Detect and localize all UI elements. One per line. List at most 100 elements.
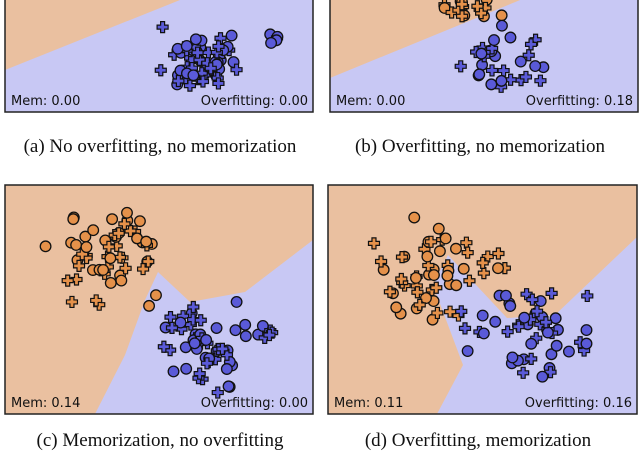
circle-point [200, 333, 213, 346]
circle-point [461, 345, 474, 357]
cross-point [212, 77, 225, 90]
overfitting-label: Overfitting: 0.18 [526, 94, 633, 109]
circle-point [504, 31, 517, 44]
cross-point [512, 320, 525, 333]
circle-point [580, 337, 593, 350]
circle-point [420, 292, 432, 305]
cross-point [519, 70, 533, 84]
cross-point [165, 321, 179, 335]
overfitting-label: Overfitting: 0.16 [525, 396, 632, 411]
cross-point [395, 272, 408, 286]
cross-point [367, 237, 381, 250]
panel-frame [4, 184, 314, 415]
circle-point [180, 40, 193, 52]
cross-point [517, 366, 530, 379]
circle-point [488, 34, 500, 47]
cross-point [72, 259, 86, 273]
mem-label: Mem: 0.00 [11, 94, 80, 109]
circle-point [150, 289, 162, 302]
cross-point [194, 314, 207, 327]
panel-b: Mem: 0.00 Overfitting: 0.18 [329, 0, 639, 113]
circle-point [504, 300, 517, 312]
cross-point [187, 300, 200, 314]
cross-point [157, 340, 170, 353]
circle-point [495, 74, 508, 87]
circle-point [239, 318, 252, 331]
cross-point [383, 285, 397, 298]
cross-point [455, 10, 469, 23]
cross-point [455, 305, 468, 318]
cross-point [534, 74, 547, 87]
circle-point [562, 345, 575, 358]
cross-point [430, 281, 443, 294]
circle-point [549, 312, 562, 325]
cross-point [461, 246, 474, 259]
cross-point [136, 262, 150, 276]
circle-point [473, 68, 486, 81]
caption-a: (a) No overfitting, no memorization [23, 136, 297, 157]
circle-point [174, 316, 187, 329]
panel-frame [327, 184, 638, 415]
mem-label: Mem: 0.11 [334, 396, 403, 411]
circle-point [432, 222, 445, 235]
cross-point [183, 79, 197, 92]
cross-point [156, 21, 169, 34]
circle-point [410, 271, 422, 284]
cross-point [172, 74, 185, 88]
cross-point [545, 287, 558, 300]
cross-point [581, 289, 594, 303]
circle-point [421, 250, 434, 263]
cross-point [193, 367, 206, 380]
cross-point [526, 293, 539, 306]
mem-label: Mem: 0.00 [336, 94, 405, 109]
circle-point [230, 295, 243, 308]
cross-point [481, 250, 494, 263]
circle-point [121, 206, 133, 219]
cross-point [230, 63, 243, 76]
cross-point [90, 294, 103, 307]
cross-point [539, 316, 553, 329]
circle-point [408, 211, 421, 224]
cross-point [525, 352, 538, 365]
blue-region [95, 240, 313, 414]
circle-point [476, 309, 489, 322]
cross-point [204, 62, 217, 75]
cross-point [463, 274, 476, 287]
circle-point [541, 326, 554, 339]
circle-point [104, 252, 117, 265]
circle-point [225, 29, 238, 42]
cross-point [191, 46, 204, 59]
cross-point [443, 305, 457, 318]
overfitting-label: Overfitting: 0.00 [201, 94, 308, 109]
cross-point [530, 305, 544, 318]
cross-point [200, 357, 214, 370]
cross-point [70, 273, 83, 286]
panel-d: Mem: 0.11 Overfitting: 0.16 [327, 184, 638, 415]
caption-c: (c) Memorization, no overfitting [36, 430, 284, 451]
circle-point [229, 324, 242, 337]
circle-point [439, 232, 452, 245]
circle-point [167, 365, 180, 378]
cross-point [65, 295, 79, 309]
cross-point [529, 33, 542, 46]
cross-point [485, 64, 499, 77]
circle-point [180, 362, 193, 375]
circle-point [188, 337, 201, 350]
cross-point [263, 328, 276, 342]
cross-point [424, 235, 438, 248]
circle-point [427, 269, 440, 281]
cross-point [119, 262, 132, 275]
cross-point [524, 38, 538, 51]
cross-point [454, 60, 467, 73]
circle-point [477, 327, 490, 340]
circle-point [506, 351, 519, 364]
cross-point [431, 306, 444, 320]
panel-frame [4, 0, 314, 113]
circle-point [536, 370, 549, 383]
circle-point [189, 33, 202, 46]
circle-point [433, 245, 446, 258]
panel-a: Mem: 0.00 Overfitting: 0.00 [4, 0, 314, 113]
circle-point [580, 324, 593, 337]
panel-frame [329, 0, 639, 113]
circle-point [499, 289, 512, 302]
